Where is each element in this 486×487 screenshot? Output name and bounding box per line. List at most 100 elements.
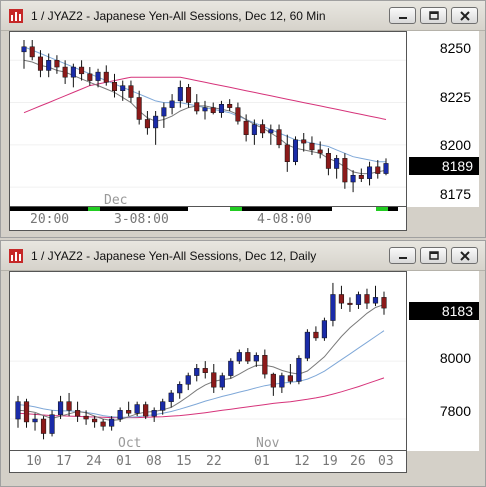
minimize-icon — [399, 257, 407, 259]
title-bar[interactable]: 1 / JYAZ2 - Japanese Yen-All Sessions, D… — [1, 241, 485, 271]
candle-body — [372, 297, 379, 304]
candle-body — [66, 401, 72, 411]
maximize-icon — [429, 11, 439, 20]
session-bar — [10, 207, 398, 211]
x-tick-label: 15 — [176, 454, 192, 469]
candle-body — [381, 297, 387, 309]
price-axis[interactable]: 8250 8225 8200 8175 8189 — [407, 31, 479, 207]
candle-body — [95, 71, 101, 81]
close-button[interactable] — [451, 7, 478, 24]
candle-body — [144, 119, 150, 129]
candle-body — [210, 107, 216, 113]
candle-body — [15, 401, 21, 420]
candle-body — [228, 360, 234, 376]
candle-body — [211, 372, 217, 388]
maximize-button[interactable] — [420, 7, 447, 24]
candle-body — [40, 418, 47, 434]
candle-body — [350, 175, 356, 183]
x-tick-label: 20:00 — [30, 212, 70, 227]
candle-body — [301, 139, 307, 144]
window-title: 1 / JYAZ2 - Japanese Yen-All Sessions, D… — [31, 9, 326, 23]
candle-body — [186, 87, 192, 103]
minimize-button[interactable] — [389, 247, 416, 264]
minimize-icon — [399, 17, 407, 19]
candle-body — [383, 163, 389, 174]
price-plot[interactable]: Dec — [9, 31, 407, 208]
y-tick-label: 8175 — [439, 186, 471, 202]
candle-body — [117, 410, 123, 420]
session-segment — [100, 207, 188, 211]
candle-body — [151, 410, 157, 417]
x-tick-label: 3-08:00 — [114, 212, 169, 227]
session-segment — [332, 207, 376, 211]
minimize-button[interactable] — [389, 7, 416, 24]
candle-body — [177, 87, 183, 102]
session-segment — [242, 207, 332, 211]
candle-body — [194, 102, 200, 112]
chart-app-icon — [9, 9, 23, 23]
ma-mid-line — [17, 330, 385, 418]
x-tick-label: 24 — [86, 454, 102, 469]
window-title: 1 / JYAZ2 - Japanese Yen-All Sessions, D… — [31, 249, 317, 263]
candle-body — [169, 100, 175, 108]
y-tick-label: 7800 — [439, 403, 471, 419]
ma-fast-line — [17, 304, 385, 422]
time-axis[interactable]: 20:00 3-08:00 4-08:00 — [9, 207, 407, 231]
candle-body — [160, 401, 166, 411]
chart-window-daily: 1 / JYAZ2 - Japanese Yen-All Sessions, D… — [0, 240, 486, 487]
candle-body — [253, 355, 259, 362]
x-tick-label: 4-08:00 — [257, 212, 312, 227]
candle-body — [296, 357, 302, 382]
candle-body — [321, 320, 328, 339]
x-tick-label: 17 — [56, 454, 72, 469]
candle-body — [23, 401, 30, 423]
close-icon — [460, 251, 470, 261]
candle-body — [325, 153, 331, 169]
last-price-tag: 8189 — [409, 157, 479, 175]
candle-body — [32, 418, 38, 423]
maximize-button[interactable] — [420, 247, 447, 264]
chart-window-60min: 1 / JYAZ2 - Japanese Yen-All Sessions, D… — [0, 0, 486, 238]
price-plot[interactable]: Oct Nov — [9, 271, 407, 451]
y-tick-label: 8000 — [439, 350, 471, 366]
candle-body — [262, 355, 268, 375]
x-tick-label: 01 — [254, 454, 270, 469]
x-tick-label: 19 — [322, 454, 338, 469]
candle-body — [227, 103, 233, 108]
candle-body — [111, 82, 118, 91]
x-tick-label: 12 — [294, 454, 310, 469]
candle-body — [87, 73, 93, 81]
candle-body — [143, 404, 149, 417]
candle-body — [161, 107, 167, 117]
candle-body — [276, 129, 282, 146]
candle-body — [304, 331, 310, 359]
candle-body — [236, 352, 242, 362]
price-axis[interactable]: 8000 7800 8183 — [407, 271, 479, 451]
candle-body — [74, 410, 81, 417]
candle-body — [70, 66, 76, 78]
y-tick-label: 8250 — [439, 40, 471, 56]
x-tick-label: 22 — [206, 454, 222, 469]
candle-body — [185, 375, 191, 385]
candle-body — [284, 144, 290, 162]
candle-body — [49, 414, 55, 434]
candlestick-chart — [10, 282, 406, 440]
time-axis[interactable]: 10 17 24 01 08 15 22 01 12 19 26 03 — [9, 451, 407, 473]
session-segment — [188, 207, 230, 211]
x-tick-label: 01 — [116, 454, 132, 469]
candle-body — [57, 401, 64, 415]
candle-body — [218, 103, 224, 113]
candle-body — [92, 418, 98, 423]
title-bar[interactable]: 1 / JYAZ2 - Japanese Yen-All Sessions, D… — [1, 1, 485, 31]
close-button[interactable] — [451, 247, 478, 264]
candle-body — [109, 418, 115, 427]
close-icon — [460, 11, 470, 21]
session-segment — [10, 207, 88, 211]
candle-body — [79, 66, 85, 75]
candle-body — [342, 158, 348, 183]
month-label: Oct — [118, 436, 142, 451]
candle-body — [202, 368, 208, 373]
x-tick-label: 26 — [350, 454, 366, 469]
candlestick-chart — [10, 40, 406, 193]
candle-body — [292, 139, 299, 162]
